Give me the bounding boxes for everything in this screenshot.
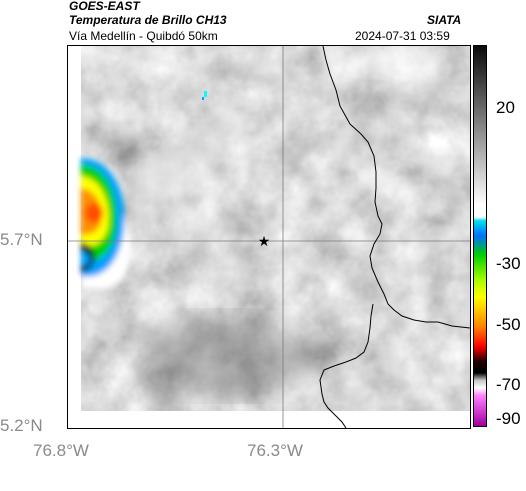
colorbar-gradient (474, 46, 486, 426)
lon-label-76-3: 76.3°W (247, 441, 303, 460)
municipal-border (319, 303, 374, 428)
satellite-map[interactable]: ★ (68, 46, 470, 428)
lon-label-76-8: 76.8°W (33, 441, 89, 460)
colorbar (473, 45, 487, 427)
location-subtitle: Vía Medellín - Quibdó 50km (69, 29, 218, 43)
cyan-speck (204, 91, 207, 97)
light-band (118, 108, 248, 214)
colorbar-tick-minus70: -70 (496, 375, 521, 394)
colorbar-tick-minus50: -50 (496, 315, 521, 334)
map-panel[interactable]: ★ (67, 45, 471, 429)
timestamp: 2024-07-31 03:59 (355, 29, 450, 43)
storm-cell (81, 158, 131, 290)
no-data-bottom (68, 411, 470, 428)
satellite-title: GOES-EAST (69, 0, 140, 13)
colorbar-tick-minus90: -90 (496, 409, 521, 428)
department-border (322, 46, 470, 329)
colorbar-tick-minus30: -30 (496, 254, 521, 273)
star-icon[interactable]: ★ (258, 234, 271, 250)
light-patch-top (358, 46, 438, 76)
blue-speck (202, 97, 204, 100)
dark-patch (138, 316, 318, 396)
brand-label: SIATA (427, 13, 462, 27)
no-data-left (68, 46, 81, 428)
colorbar-tick-20: 20 (496, 98, 515, 117)
product-title: Temperatura de Brillo CH13 (69, 13, 227, 27)
lat-label-5-2: 5.2°N (0, 416, 43, 435)
lat-label-5-7: 5.7°N (0, 230, 43, 249)
